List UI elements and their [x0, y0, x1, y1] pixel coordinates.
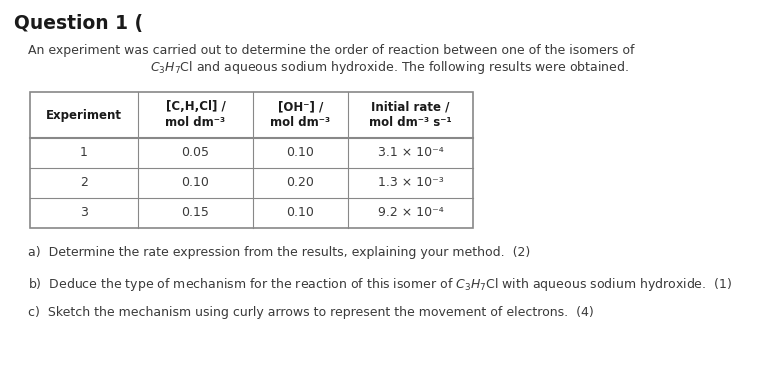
Text: 0.15: 0.15	[181, 207, 210, 219]
Text: 1.3 × 10⁻³: 1.3 × 10⁻³	[378, 176, 443, 189]
Text: 2: 2	[80, 176, 88, 189]
Text: 0.10: 0.10	[181, 176, 210, 189]
Text: [OH⁻] /
mol dm⁻³: [OH⁻] / mol dm⁻³	[270, 100, 330, 129]
Text: Experiment: Experiment	[46, 109, 122, 122]
Text: 1: 1	[80, 147, 88, 160]
Text: c)  Sketch the mechanism using curly arrows to represent the movement of electro: c) Sketch the mechanism using curly arro…	[28, 306, 594, 319]
Text: 9.2 × 10⁻⁴: 9.2 × 10⁻⁴	[378, 207, 443, 219]
Bar	[30, 92, 473, 228]
Text: 0.05: 0.05	[181, 147, 210, 160]
Text: [C,H,Cl] /
mol dm⁻³: [C,H,Cl] / mol dm⁻³	[165, 100, 226, 129]
Text: 0.20: 0.20	[286, 176, 314, 189]
Text: An experiment was carried out to determine the order of reaction between one of : An experiment was carried out to determi…	[28, 44, 634, 57]
Text: 3: 3	[80, 207, 88, 219]
Text: a)  Determine the rate expression from the results, explaining your method.  (2): a) Determine the rate expression from th…	[28, 246, 530, 259]
Text: Question 1 (: Question 1 (	[14, 14, 143, 33]
Text: 0.10: 0.10	[286, 207, 314, 219]
Text: 3.1 × 10⁻⁴: 3.1 × 10⁻⁴	[378, 147, 443, 160]
Text: 0.10: 0.10	[286, 147, 314, 160]
Text: b)  Deduce the type of mechanism for the reaction of this isomer of $C_{3}H_{7}$: b) Deduce the type of mechanism for the …	[28, 276, 732, 293]
Text: Initial rate /
mol dm⁻³ s⁻¹: Initial rate / mol dm⁻³ s⁻¹	[369, 100, 452, 129]
Text: $C_{3}H_{7}$Cl and aqueous sodium hydroxide. The following results were obtained: $C_{3}H_{7}$Cl and aqueous sodium hydrox…	[151, 59, 630, 76]
